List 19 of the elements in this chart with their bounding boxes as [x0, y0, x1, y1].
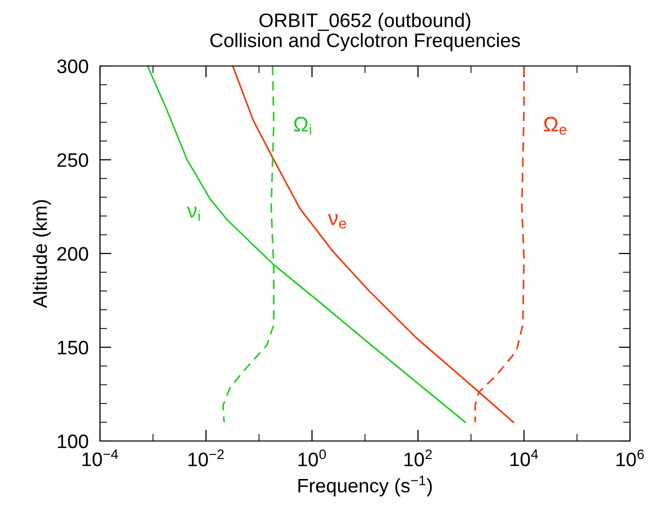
x-tick-label: 10$^{−4}$ [82, 449, 118, 466]
x-tick-label: 10$^{0}$ [298, 449, 326, 466]
y-tick-label: 200 [57, 246, 88, 261]
x-tick-label: 10$^{4}$ [510, 449, 538, 466]
series-label: Ω$_{e}$ [544, 116, 566, 135]
y-tick-label: 300 [57, 59, 88, 74]
series-label: ν$_{i}$ [186, 206, 200, 221]
y-tick-label: 100 [58, 434, 88, 448]
x-tick-label: 10$^{2}$ [404, 449, 432, 466]
chart-title: ORBIT_0652 (outbound) [259, 12, 470, 32]
y-tick-label: 250 [57, 153, 88, 167]
y-tick-label: 150 [58, 340, 88, 354]
x-tick-label: 10$^{6}$ [616, 449, 644, 466]
x-axis-title: Frequency (s$^{−1}$) [298, 476, 432, 496]
x-tick-label: 10$^{−2}$ [188, 449, 224, 466]
series-label: ν$_{e}$ [328, 214, 346, 229]
y-axis-title: Altitude (km) [32, 200, 51, 308]
series-label: Ω$_{i}$ [294, 116, 312, 135]
chart-subtitle: Collision and Cyclotron Frequencies [210, 32, 520, 52]
